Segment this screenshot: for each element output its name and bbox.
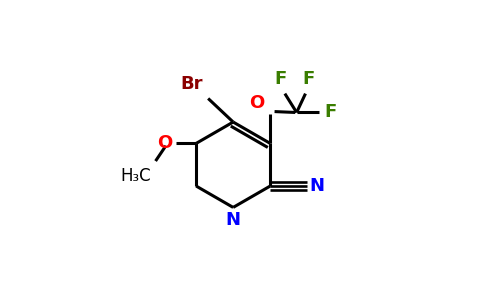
Text: H₃C: H₃C: [120, 167, 151, 185]
Text: N: N: [226, 211, 241, 229]
Text: F: F: [325, 103, 337, 122]
Text: O: O: [157, 134, 173, 152]
Text: Br: Br: [181, 75, 203, 93]
Text: N: N: [309, 177, 324, 195]
Text: F: F: [302, 70, 315, 88]
Text: O: O: [250, 94, 265, 112]
Text: F: F: [274, 70, 287, 88]
